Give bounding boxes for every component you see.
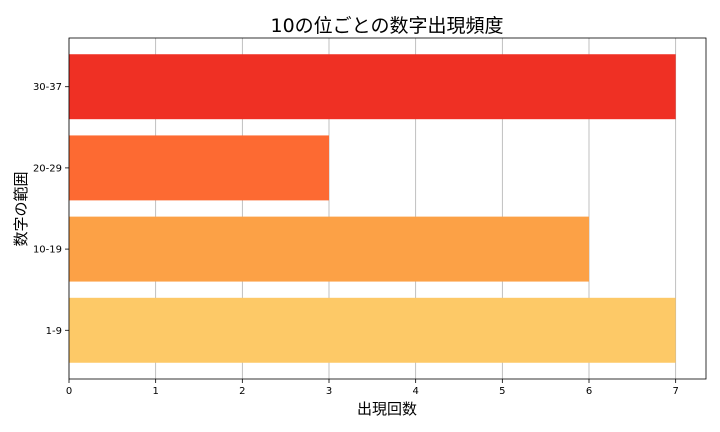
x-axis-label: 出現回数 [357,400,417,418]
bar-20-29 [69,135,329,201]
chart-title: 10の位ごとの数字出現頻度 [271,15,504,37]
y-tick-label: 20-29 [33,163,62,174]
x-tick-label: 4 [412,386,418,397]
x-axis-ticks: 0 1 2 3 4 5 6 7 [66,379,679,397]
y-axis-label: 数字の範囲 [12,171,30,246]
plot-frame [68,37,707,380]
y-axis-ticks: 1-9 10-19 20-29 30-37 [33,82,69,337]
x-tick-label: 3 [326,386,332,397]
x-tick-label: 1 [152,386,158,397]
x-tick-label: 2 [239,386,245,397]
x-tick-label: 7 [672,386,678,397]
bars [69,54,676,363]
y-tick-label: 1-9 [46,326,62,337]
y-tick-label: 30-37 [33,82,62,93]
y-tick-label: 10-19 [33,245,62,256]
x-tick-label: 0 [66,386,72,397]
bar-30-37 [69,54,676,120]
bar-1-9 [69,297,676,363]
x-tick-label: 5 [499,386,505,397]
bar-10-19 [69,216,589,282]
x-tick-label: 6 [586,386,592,397]
